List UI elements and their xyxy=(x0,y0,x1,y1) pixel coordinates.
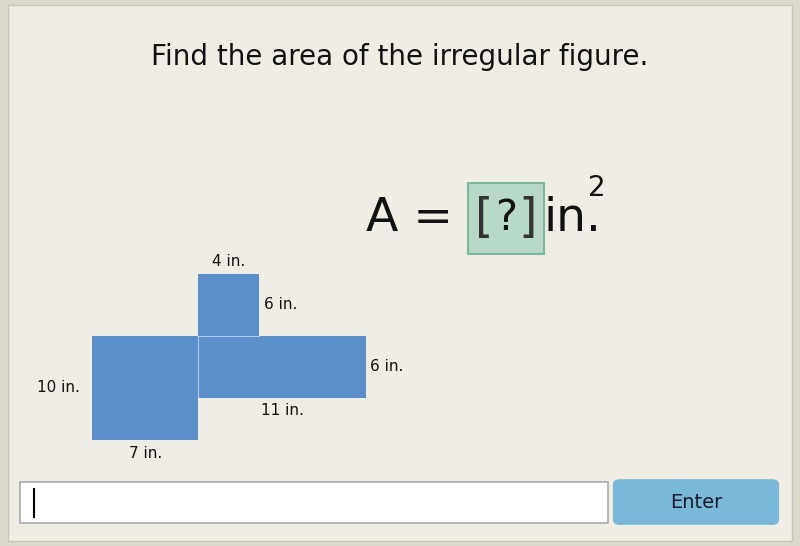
Text: ]: ] xyxy=(518,196,537,241)
Bar xyxy=(198,336,366,398)
Text: 2: 2 xyxy=(588,174,606,203)
Bar xyxy=(20,482,608,523)
Text: 10 in.: 10 in. xyxy=(37,380,80,395)
FancyBboxPatch shape xyxy=(468,183,544,254)
Text: [: [ xyxy=(475,196,494,241)
Text: A =: A = xyxy=(366,196,468,241)
Text: 6 in.: 6 in. xyxy=(264,297,297,312)
Text: Enter: Enter xyxy=(670,492,722,512)
FancyBboxPatch shape xyxy=(614,480,778,524)
Text: 4 in.: 4 in. xyxy=(212,254,246,269)
Bar xyxy=(198,274,259,336)
Text: Find the area of the irregular figure.: Find the area of the irregular figure. xyxy=(151,43,649,72)
Text: ?: ? xyxy=(495,198,517,239)
Text: 11 in.: 11 in. xyxy=(261,403,303,418)
Text: 6 in.: 6 in. xyxy=(370,359,403,375)
FancyBboxPatch shape xyxy=(8,5,792,541)
Text: in.: in. xyxy=(544,196,602,241)
Text: 7 in.: 7 in. xyxy=(129,446,162,461)
Bar xyxy=(92,336,198,440)
